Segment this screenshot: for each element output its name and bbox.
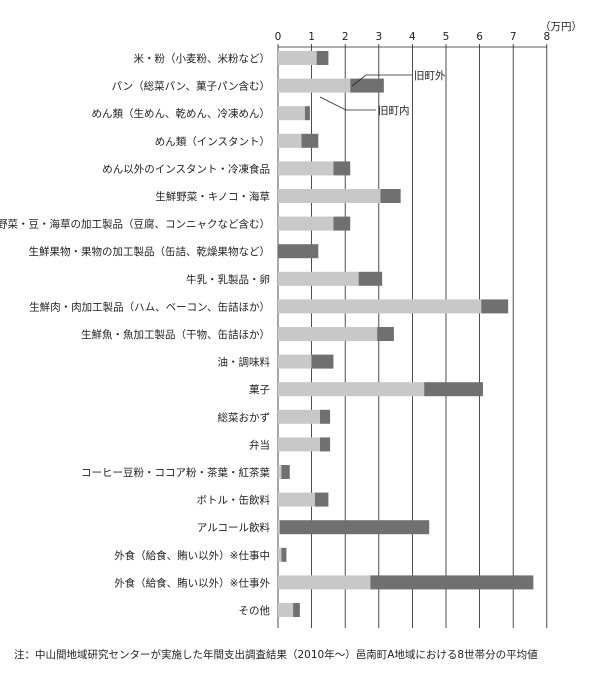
bar-segment-outside [293,603,300,617]
category-label: 牛乳・乳製品・卵 [186,273,270,286]
category-label: その他 [239,604,271,617]
bar-segment-inside [278,133,302,148]
bar-segment-outside [320,437,331,452]
bar-segment-outside [377,327,394,341]
x-tick-label: 1 [308,31,315,43]
x-tick-label: 2 [342,31,349,43]
category-labels: 米・粉（小麦粉、米粉など） パン（総菜パン、菓子パン含む） めん類（生めん、乾めん、… [0,52,270,617]
bar-segment-outside [333,216,351,231]
x-tick-label: 8 [543,31,550,43]
category-label: 油・調味料 [218,356,271,369]
bar-segment-inside [278,106,305,121]
bar-segment-inside [278,603,294,617]
annotation-outside: 旧町外 [414,70,446,82]
bar-segment-inside [278,51,317,65]
bar-segment-inside [278,492,315,507]
bar-segment-inside [278,327,378,341]
bar-segment-outside [424,382,483,397]
bar-segment-inside [278,409,320,424]
bars [278,51,534,617]
bar-segment-outside [301,133,319,148]
bar-segment-inside [278,299,482,314]
bar-segment-outside [370,575,534,590]
category-label: パン（総菜パン、菓子パン含む） [112,80,270,93]
x-tick-label: 3 [375,31,382,43]
bar-segment-inside [278,382,425,397]
bar-segment-outside [481,299,509,314]
bar-segment-outside [316,51,329,65]
x-tick-label: 7 [510,31,517,43]
bar-segment-outside [380,189,401,203]
category-label: 生鮮果物・果物の加工製品（缶詰、乾燥果物など） [29,245,271,258]
category-label: アルコール飲料 [197,521,271,534]
x-tick-labels: 0 1 2 3 4 5 6 7 8 [275,31,550,43]
unit-label: （万円） [540,21,582,33]
bar-segment-inside [278,271,359,286]
annotation-leader-inside [319,96,376,111]
bar-segment-outside [281,465,290,479]
bar-segment-inside [278,189,381,203]
category-label: 菓子 [249,384,270,396]
annotations: 旧町外 旧町内 [319,70,446,117]
category-label: めん以外のインスタント・冷凍食品 [102,162,270,175]
category-label: めん類（生めん、乾めん、冷凍めん） [92,107,271,120]
footnote: 注：中山間地域研究センターが実施した年間支出調査結果（2010年～）邑南町A地域… [14,648,538,661]
annotation-leader-outside [351,74,412,87]
bar-segment-inside [278,354,312,369]
bar-segment-inside [278,78,351,93]
bar-segment-outside [279,520,430,535]
category-label: 外食（給食、賄い以外）※仕事中 [114,549,270,562]
bar-segment-outside [350,78,384,93]
bar-segment-outside [314,492,329,507]
category-label: コーヒー豆粉・ココア粉・茶葉・紅茶葉 [81,466,270,479]
x-tick-label: 0 [275,31,282,43]
category-label: 生鮮野菜・キノコ・海草 [155,190,270,203]
bar-segment-inside [278,161,334,176]
category-label: 弁当 [249,438,270,451]
bar-segment-outside [311,354,334,369]
category-label: 総菜おかず [218,411,271,424]
category-label: 外食（給食、賄い以外）※仕事外 [114,576,270,589]
bar-segment-inside [278,575,371,590]
category-label: 米・粉（小麦粉、米粉など） [134,52,271,65]
annotation-inside: 旧町内 [378,104,410,117]
bar-segment-outside [358,271,383,286]
bar-segment-outside [320,409,331,424]
category-label: 生鮮肉・肉加工製品（ハム、ベーコン、缶詰ほか） [29,300,270,313]
category-label: 野菜・豆・海草の加工製品（豆腐、コンニャクなど含む） [0,218,270,231]
bar-segment-inside [278,547,282,562]
bar-segment-outside [278,244,319,259]
bar-segment-inside [278,437,320,452]
category-label: めん類（インスタント） [155,136,270,148]
bar-segment-inside [278,465,282,479]
bar-segment-outside [304,106,310,121]
x-tick-label: 5 [443,31,450,43]
x-tick-label: 6 [476,31,483,43]
bar-segment-inside [278,216,334,231]
bar-segment-inside [278,520,280,535]
category-label: ボトル・缶飲料 [197,494,271,507]
bar-segment-outside [281,547,287,562]
x-tick-label: 4 [409,31,416,43]
bar-segment-outside [333,161,351,176]
category-label: 生鮮魚・魚加工製品（干物、缶詰ほか） [81,328,270,341]
